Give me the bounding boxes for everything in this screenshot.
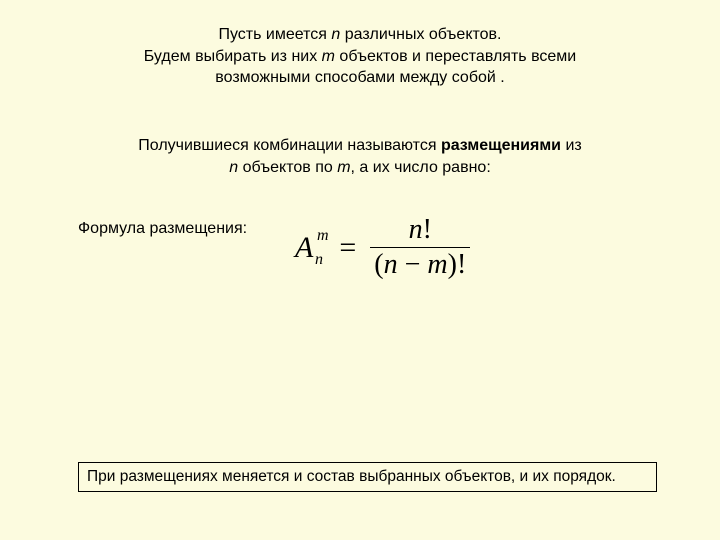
def-part2: из — [561, 137, 582, 154]
def-var-m: m — [337, 159, 350, 176]
def-part1: Получившиеся комбинации называются — [138, 137, 441, 154]
formula-lhs: A m n — [295, 231, 313, 265]
num-excl: ! — [423, 214, 432, 245]
intro-var-m: m — [322, 48, 335, 65]
intro-line3: возможными способами между собой . — [215, 69, 504, 86]
formula-numerator: n! — [370, 216, 470, 248]
den-excl: ! — [457, 249, 466, 280]
slide-root: Пусть имеется n различных объектов. Буде… — [0, 0, 720, 540]
num-var-n: n — [409, 214, 423, 245]
formula: A m n = n! (n − m)! — [295, 216, 470, 279]
formula-base-a: A — [295, 231, 313, 264]
formula-fraction: n! (n − m)! — [370, 216, 470, 279]
note-box: При размещениях меняется и состав выбран… — [78, 462, 657, 492]
def-mid: объектов по — [238, 159, 337, 176]
formula-denominator: (n − m)! — [370, 248, 470, 279]
formula-label: Формула размещения: — [78, 220, 247, 238]
den-var-n: n — [384, 249, 398, 280]
intro-text: Пусть имеется n различных объектов. Буде… — [0, 24, 720, 89]
formula-sup-m: m — [317, 227, 329, 245]
den-rparen: ) — [448, 249, 457, 280]
def-post: , а их число равно: — [351, 159, 491, 176]
den-var-m: m — [427, 249, 447, 280]
definition-text: Получившиеся комбинации называются разме… — [0, 135, 720, 178]
intro-line1-post: различных объектов. — [340, 26, 501, 43]
intro-line2-post: объектов и переставлять всеми — [335, 48, 576, 65]
note-text: При размещениях меняется и состав выбран… — [87, 468, 616, 485]
den-lparen: ( — [374, 249, 383, 280]
def-var-n: n — [229, 159, 238, 176]
def-bold: размещениями — [441, 137, 561, 154]
formula-sub-n: n — [315, 251, 323, 269]
intro-line1-pre: Пусть имеется — [218, 26, 331, 43]
den-minus: − — [398, 249, 428, 280]
intro-line2-pre: Будем выбирать из них — [144, 48, 322, 65]
intro-var-n: n — [331, 26, 340, 43]
